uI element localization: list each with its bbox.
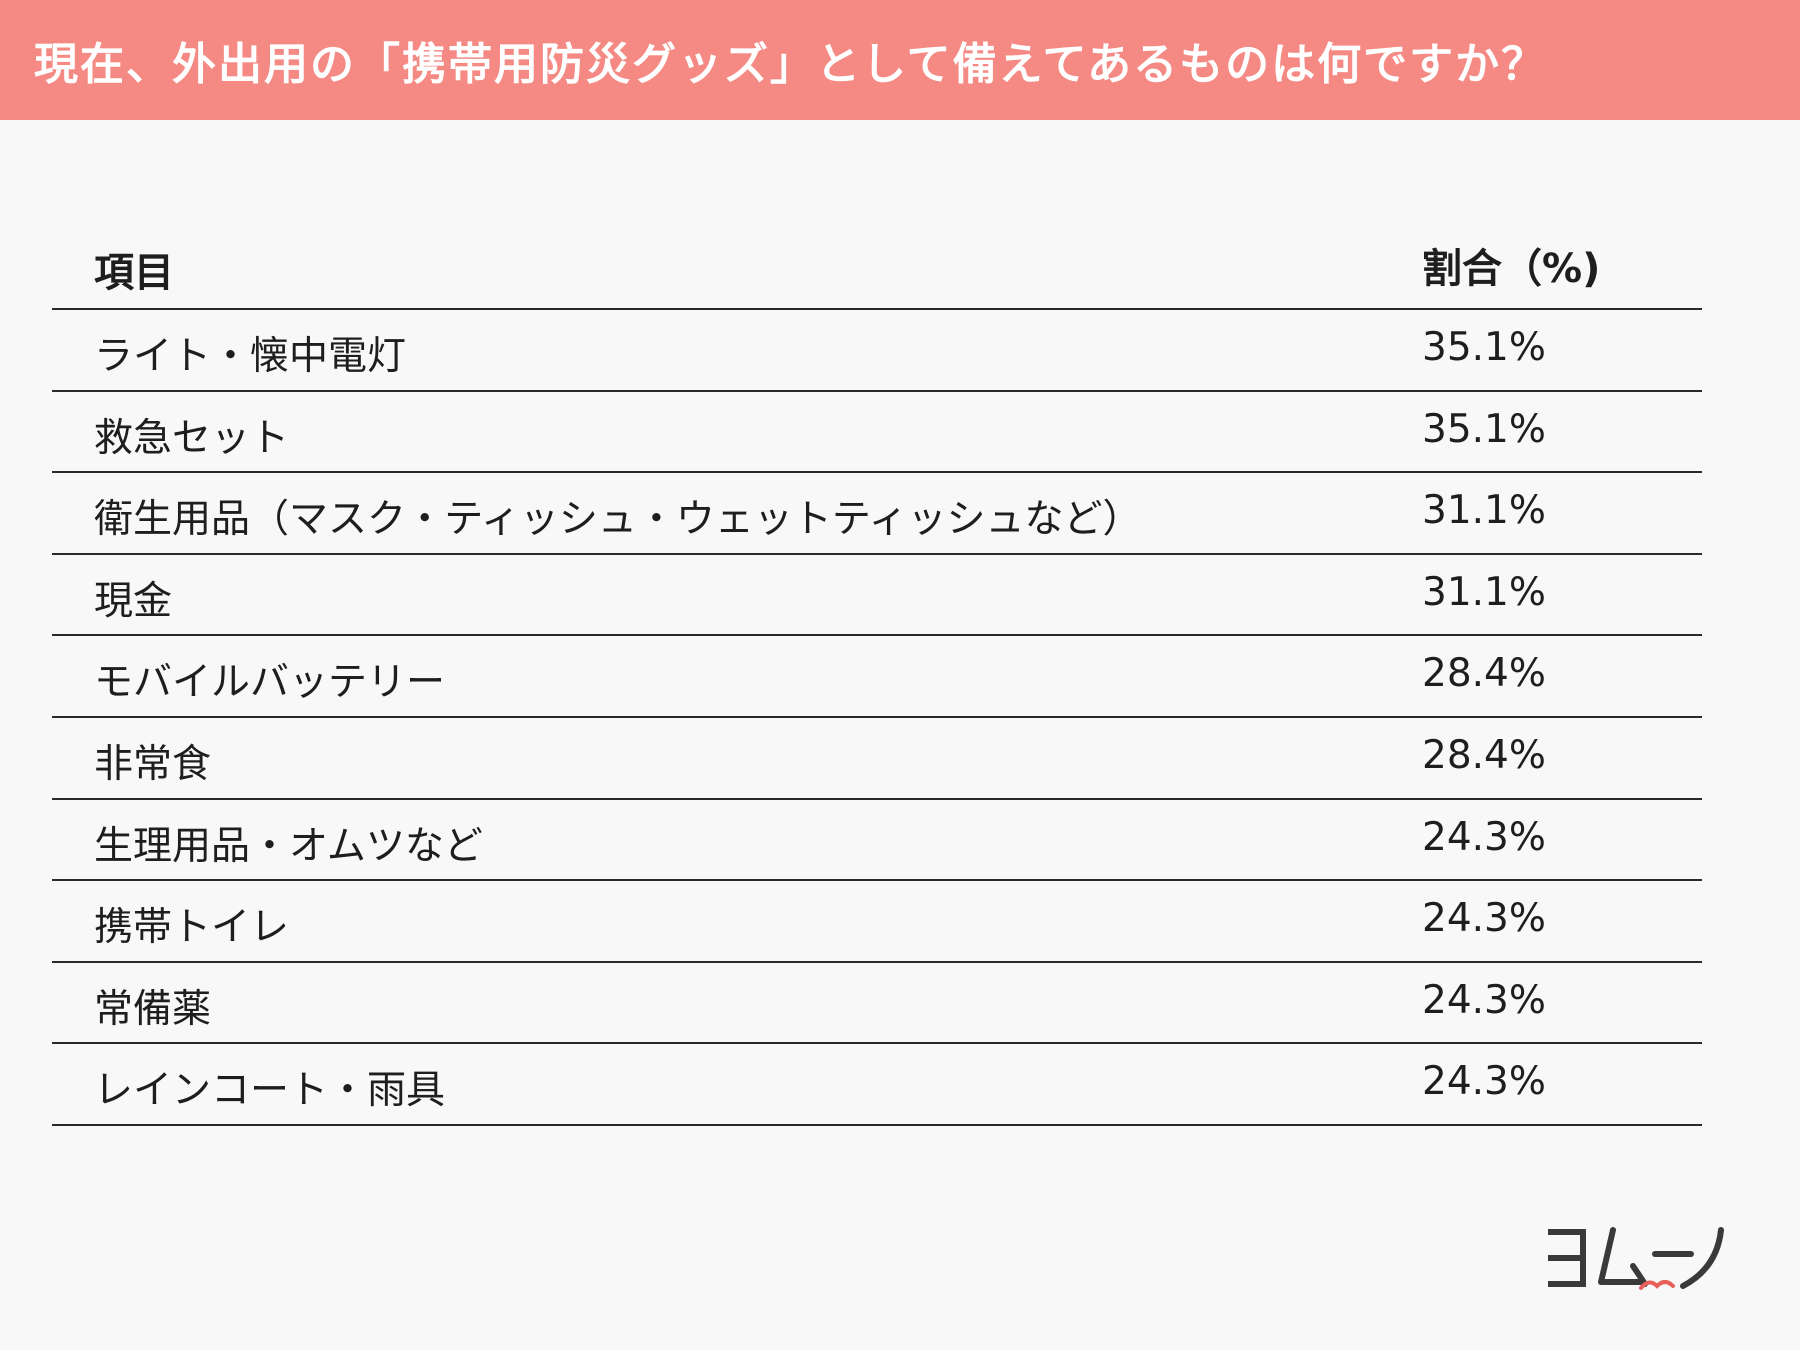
table-header-row: 項目 割合（%): [52, 218, 1702, 310]
rate-value: 31.1%: [1422, 488, 1546, 534]
rate-value: 24.3%: [1422, 814, 1546, 860]
table-body: ライト・懐中電灯 35.1% 救急セット 35.1% 衛生用品（マスク・ティッシュ・ウェ…: [52, 310, 1702, 1126]
table-row: 生理用品・オムツなど 24.3%: [52, 800, 1702, 882]
table-row: 非常食 28.4%: [52, 718, 1702, 800]
table-row: モバイルバッテリー 28.4%: [52, 636, 1702, 718]
rate-value: 24.3%: [1422, 1059, 1546, 1105]
header-bar: 現在、外出用の「携帯用防災グッズ」として備えてあるものは何ですか？: [0, 0, 1800, 120]
item-label: モバイルバッテリー: [94, 660, 446, 706]
item-label: 常備薬: [94, 986, 212, 1032]
item-label: 携帯トイレ: [94, 905, 290, 951]
column-header-item: 項目: [94, 250, 174, 296]
table-row: 衛生用品（マスク・ティッシュ・ウェットティッシュなど） 31.1%: [52, 473, 1702, 555]
table-row: 常備薬 24.3%: [52, 963, 1702, 1045]
rate-value: 24.3%: [1422, 977, 1546, 1023]
table-row: 現金 31.1%: [52, 555, 1702, 637]
logo-glyph-yo: [1548, 1229, 1586, 1287]
item-label: 救急セット: [94, 415, 290, 461]
page-title: 現在、外出用の「携帯用防災グッズ」として備えてあるものは何ですか？: [34, 39, 1548, 90]
item-label: 生理用品・オムツなど: [94, 823, 483, 869]
table-row: レインコート・雨具 24.3%: [52, 1044, 1702, 1126]
logo-glyph-mu: [1598, 1227, 1648, 1287]
logo-accent-wave: [1639, 1280, 1675, 1290]
column-header-rate: 割合（%): [1422, 246, 1601, 292]
item-label: 衛生用品（マスク・ティッシュ・ウェットティッシュなど）: [94, 497, 1142, 543]
yomuno-logo-icon: [1548, 1227, 1724, 1290]
table-row: 携帯トイレ 24.3%: [52, 881, 1702, 963]
rate-value: 28.4%: [1422, 651, 1546, 697]
rate-value: 28.4%: [1422, 732, 1546, 778]
item-label: レインコート・雨具: [94, 1068, 446, 1114]
item-label: 現金: [94, 578, 173, 624]
data-table: 項目 割合（%) ライト・懐中電灯 35.1% 救急セット 35.1% 衛生用品（マスク…: [52, 218, 1702, 1126]
item-label: 非常食: [94, 741, 212, 787]
logo-glyph-no: [1680, 1227, 1724, 1289]
item-label: ライト・懐中電灯: [94, 334, 407, 379]
table-row: 救急セット 35.1%: [52, 392, 1702, 474]
table-row: ライト・懐中電灯 35.1%: [52, 310, 1702, 392]
rate-value: 31.1%: [1422, 569, 1546, 615]
rate-value: 35.1%: [1422, 406, 1546, 452]
rate-value: 24.3%: [1422, 896, 1546, 942]
rate-value: 35.1%: [1422, 325, 1546, 370]
